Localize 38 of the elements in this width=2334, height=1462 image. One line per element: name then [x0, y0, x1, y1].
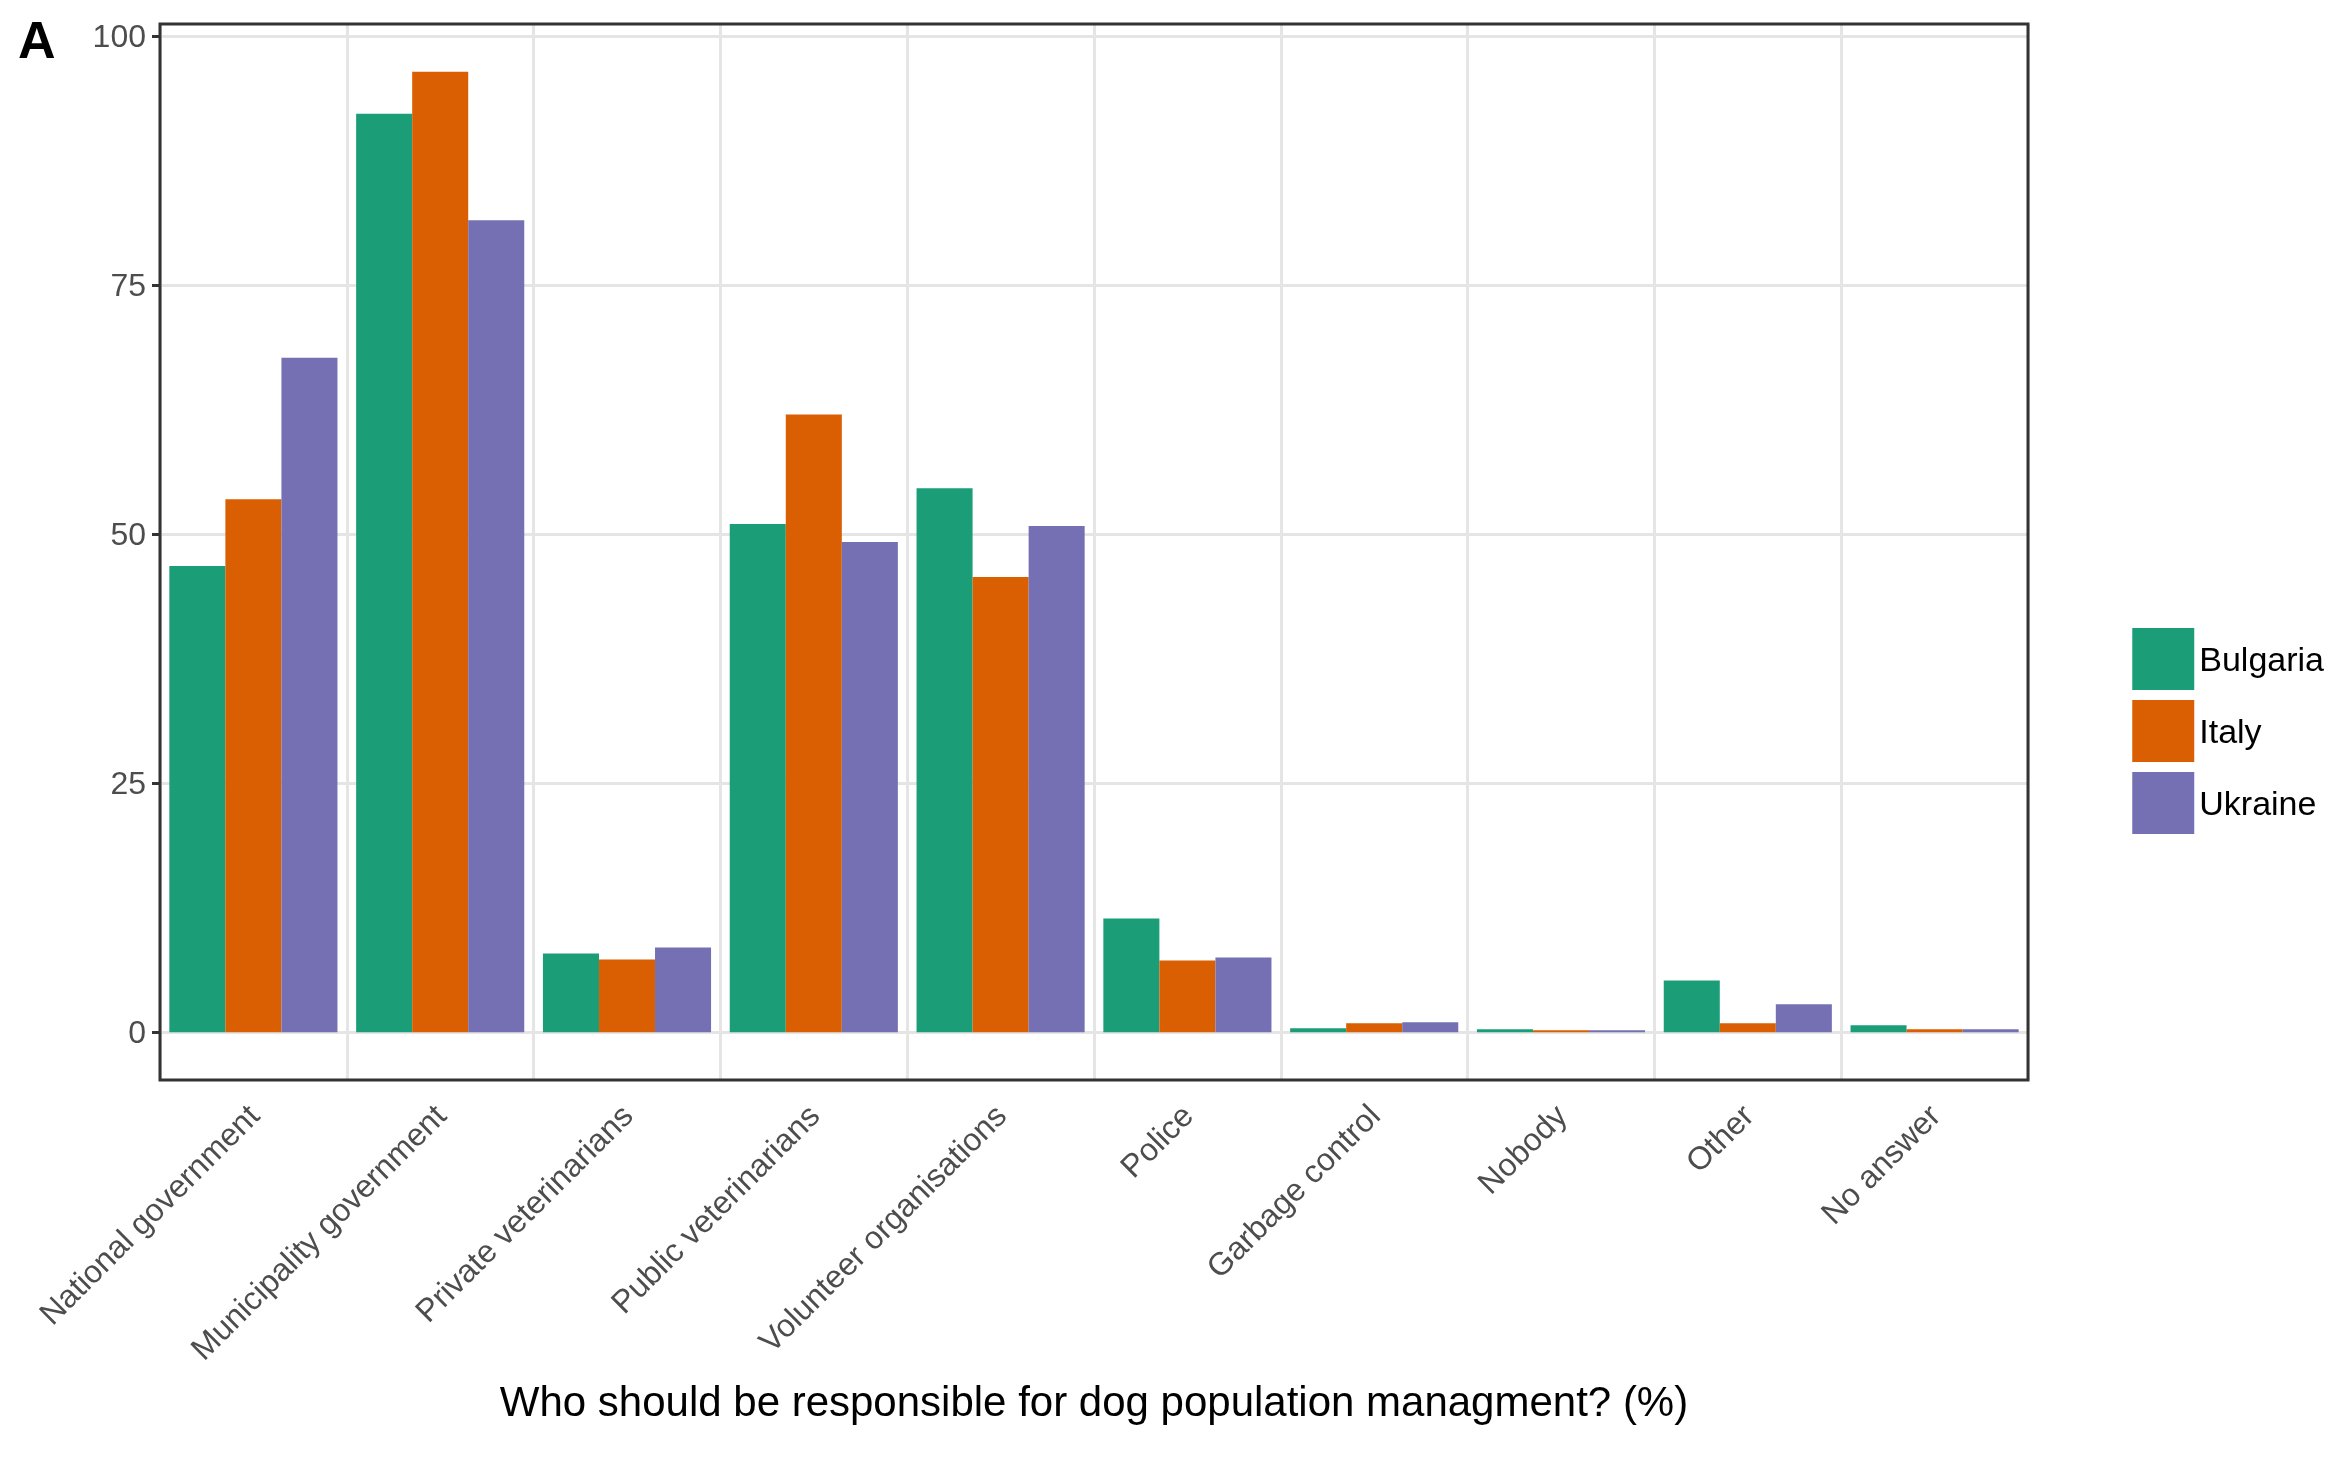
bar	[169, 565, 226, 1033]
bar	[1290, 1028, 1347, 1033]
bar	[598, 959, 656, 1033]
bar	[356, 113, 413, 1033]
bar	[281, 357, 338, 1033]
bar	[1663, 980, 1720, 1033]
legend-label: Ukraine	[2199, 784, 2317, 822]
bar	[412, 71, 469, 1033]
bar	[1402, 1022, 1459, 1033]
legend-label: Bulgaria	[2199, 640, 2325, 678]
bar	[916, 488, 973, 1033]
bar	[655, 947, 712, 1033]
bar	[841, 542, 898, 1033]
bar	[1028, 526, 1085, 1033]
bar	[1346, 1023, 1403, 1033]
bar	[1476, 1029, 1533, 1033]
bar	[1906, 1029, 1963, 1033]
bar	[972, 576, 1029, 1033]
bar	[225, 499, 282, 1033]
x-axis-title: Who should be responsible for dog population managment? (%)	[499, 1377, 1689, 1425]
bar	[542, 953, 599, 1033]
y-tick-label: 50	[110, 516, 146, 553]
bar	[1215, 957, 1272, 1033]
bar	[1775, 1004, 1832, 1033]
bar	[1719, 1023, 1776, 1033]
bar	[785, 414, 842, 1033]
text: A	[18, 11, 56, 69]
y-tick-label: 25	[110, 765, 146, 802]
legend-label: Italy	[2199, 712, 2262, 750]
bar	[1962, 1029, 2019, 1033]
bar	[729, 524, 786, 1033]
y-tick-label: 75	[110, 267, 146, 304]
bar	[1103, 918, 1160, 1033]
y-tick-label: 0	[128, 1014, 146, 1051]
y-tick-label: 100	[92, 17, 146, 54]
bar	[468, 220, 525, 1033]
bar	[1850, 1025, 1907, 1033]
bar	[1159, 960, 1216, 1033]
